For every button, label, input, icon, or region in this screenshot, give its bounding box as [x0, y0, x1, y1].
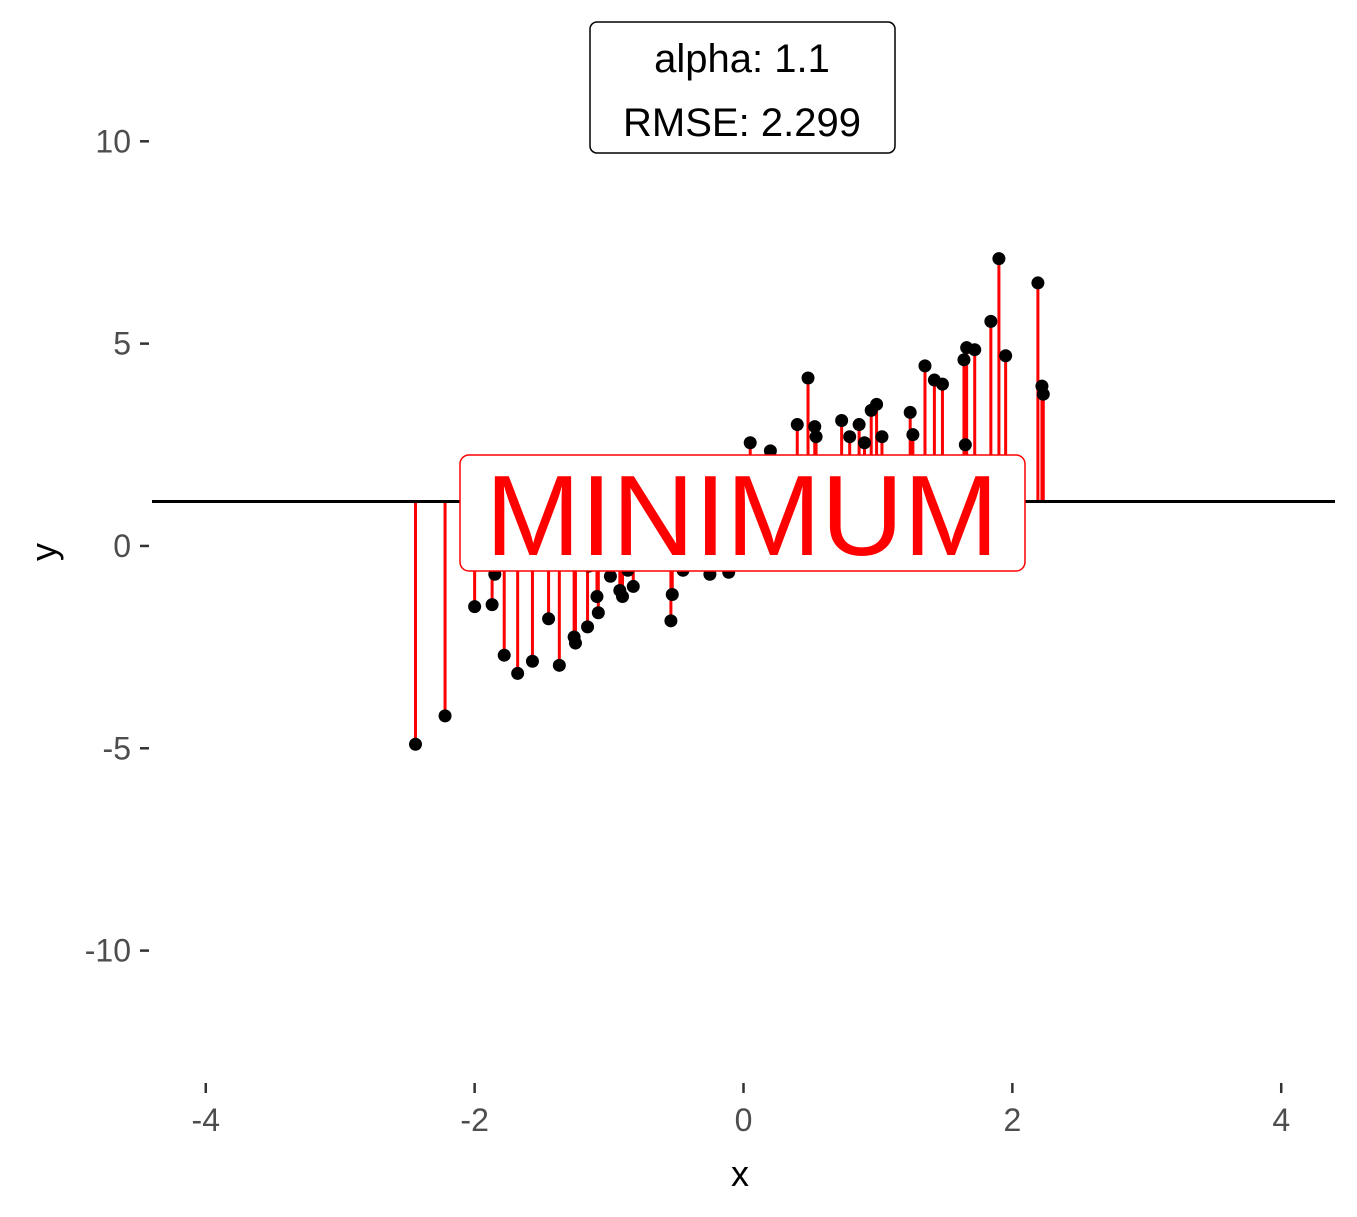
data-point	[918, 359, 932, 373]
y-tick-label: -10	[85, 933, 131, 969]
data-point	[801, 371, 815, 385]
data-point	[591, 606, 605, 620]
data-point	[843, 430, 857, 444]
data-point	[468, 600, 482, 614]
x-tick-label: 4	[1272, 1102, 1290, 1138]
data-point	[763, 444, 777, 458]
info-box: alpha: 1.1 RMSE: 2.299	[589, 21, 896, 154]
data-point	[525, 654, 539, 668]
y-tick-label: 5	[113, 326, 131, 362]
y-axis-title: y	[23, 543, 64, 561]
data-point	[958, 438, 972, 452]
x-axis-title: x	[731, 1153, 749, 1194]
data-point	[665, 588, 679, 602]
data-point	[906, 428, 920, 442]
data-point	[743, 436, 757, 450]
data-point	[1031, 276, 1045, 290]
data-point	[497, 648, 511, 662]
info-alpha: alpha: 1.1	[654, 37, 830, 81]
banner-frame	[459, 454, 1026, 572]
x-tick-label: 2	[1003, 1102, 1021, 1138]
data-point	[790, 418, 804, 432]
data-point	[808, 420, 822, 434]
info-box-frame	[589, 21, 896, 154]
data-point	[581, 620, 595, 634]
data-point	[542, 612, 556, 626]
info-rmse: RMSE: 2.299	[623, 101, 861, 145]
data-point	[875, 430, 889, 444]
data-point	[408, 737, 422, 751]
data-point	[511, 666, 525, 680]
data-point	[992, 252, 1006, 266]
y-axis: 10 5 0 -5 -10	[85, 123, 149, 969]
y-tick-label: 10	[95, 123, 131, 159]
data-points	[408, 252, 1050, 751]
data-point	[852, 418, 866, 432]
x-tick-label: -4	[192, 1102, 220, 1138]
data-point	[835, 414, 849, 428]
minimum-banner: MINIMUM	[459, 453, 1026, 580]
data-point	[957, 353, 971, 367]
data-point	[616, 590, 630, 604]
data-point	[552, 658, 566, 672]
data-point	[999, 349, 1013, 363]
data-point	[935, 377, 949, 391]
x-tick-label: 0	[735, 1102, 753, 1138]
data-point	[438, 709, 452, 723]
banner-text: MINIMUM	[486, 453, 999, 580]
data-point	[603, 569, 617, 583]
data-point	[568, 636, 582, 650]
y-tick-label: -5	[103, 730, 131, 766]
data-point	[809, 430, 823, 444]
data-point	[870, 397, 884, 411]
data-point	[968, 343, 982, 357]
data-point	[485, 598, 499, 612]
data-point	[590, 590, 604, 604]
data-point	[664, 614, 678, 628]
y-tick-label: 0	[113, 528, 131, 564]
data-point	[903, 405, 917, 419]
data-point	[626, 579, 640, 593]
data-point	[857, 436, 871, 450]
x-tick-label: -2	[460, 1102, 488, 1138]
data-point	[1036, 387, 1050, 401]
data-point	[984, 314, 998, 328]
x-axis: -4 -2 0 2 4	[192, 1083, 1290, 1138]
